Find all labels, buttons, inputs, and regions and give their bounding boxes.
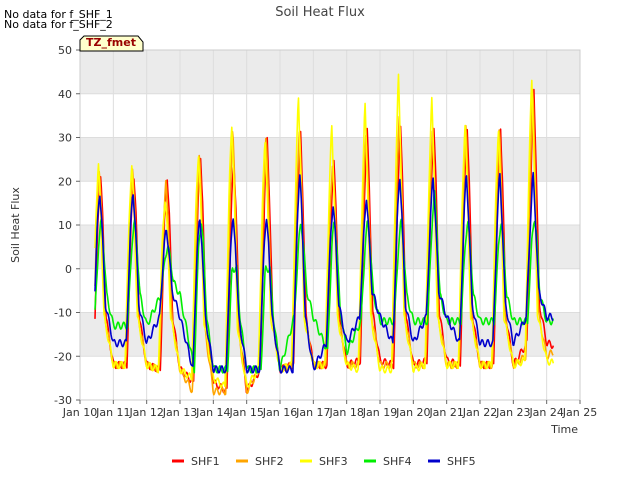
no-data-note-1: No data for f_SHF_1	[4, 8, 113, 21]
y-tick-label: 20	[58, 175, 72, 188]
x-tick-label: Jan 11	[95, 406, 130, 419]
legend-label-shf2: SHF2	[255, 455, 284, 468]
x-tick-label: Jan 20	[395, 406, 430, 419]
y-tick-label: 0	[65, 263, 72, 276]
annotation-box-shape	[79, 35, 144, 52]
x-tick-label: Jan 21	[428, 406, 463, 419]
chart-title: Soil Heat Flux	[275, 5, 365, 20]
no-data-note-2: No data for f_SHF_2	[4, 18, 113, 31]
y-tick-label: -20	[54, 350, 72, 363]
x-tick-label: Jan 25	[562, 406, 597, 419]
legend-label-shf5: SHF5	[447, 455, 476, 468]
y-tick-label: 50	[58, 44, 72, 57]
y-tick-label: 40	[58, 88, 72, 101]
y-axis-label: Soil Heat Flux	[9, 187, 22, 263]
x-tick-label: Jan 24	[528, 406, 563, 419]
legend-label-shf3: SHF3	[319, 455, 348, 468]
series-line-shf5	[94, 171, 554, 374]
x-tick-label: Jan 10	[62, 406, 97, 419]
annotation-box: TZ_fmet	[79, 35, 144, 52]
plot-band	[80, 312, 580, 357]
y-tick-label: 10	[58, 219, 72, 232]
y-tick-label: -30	[54, 394, 72, 407]
legend-label-shf4: SHF4	[383, 455, 412, 468]
annotation-label: TZ_fmet	[86, 36, 136, 49]
series-line-shf3	[94, 73, 555, 388]
y-tick-label: -10	[54, 307, 72, 320]
x-tick-label: Jan 17	[295, 406, 330, 419]
x-tick-label: Jan 19	[362, 406, 397, 419]
legend-label-shf1: SHF1	[191, 455, 220, 468]
x-tick-label: Jan 18	[328, 406, 363, 419]
x-tick-label: Jan 23	[495, 406, 530, 419]
x-tick-label: Jan 15	[228, 406, 263, 419]
x-tick-label: Jan 16	[262, 406, 297, 419]
plot-band	[80, 50, 580, 94]
x-tick-label: Jan 22	[462, 406, 497, 419]
x-axis-label: Time	[550, 423, 578, 436]
x-tick-label: Jan 12	[128, 406, 163, 419]
y-tick-label: 30	[58, 132, 72, 145]
x-tick-label: Jan 14	[195, 406, 230, 419]
x-tick-label: Jan 13	[162, 406, 197, 419]
